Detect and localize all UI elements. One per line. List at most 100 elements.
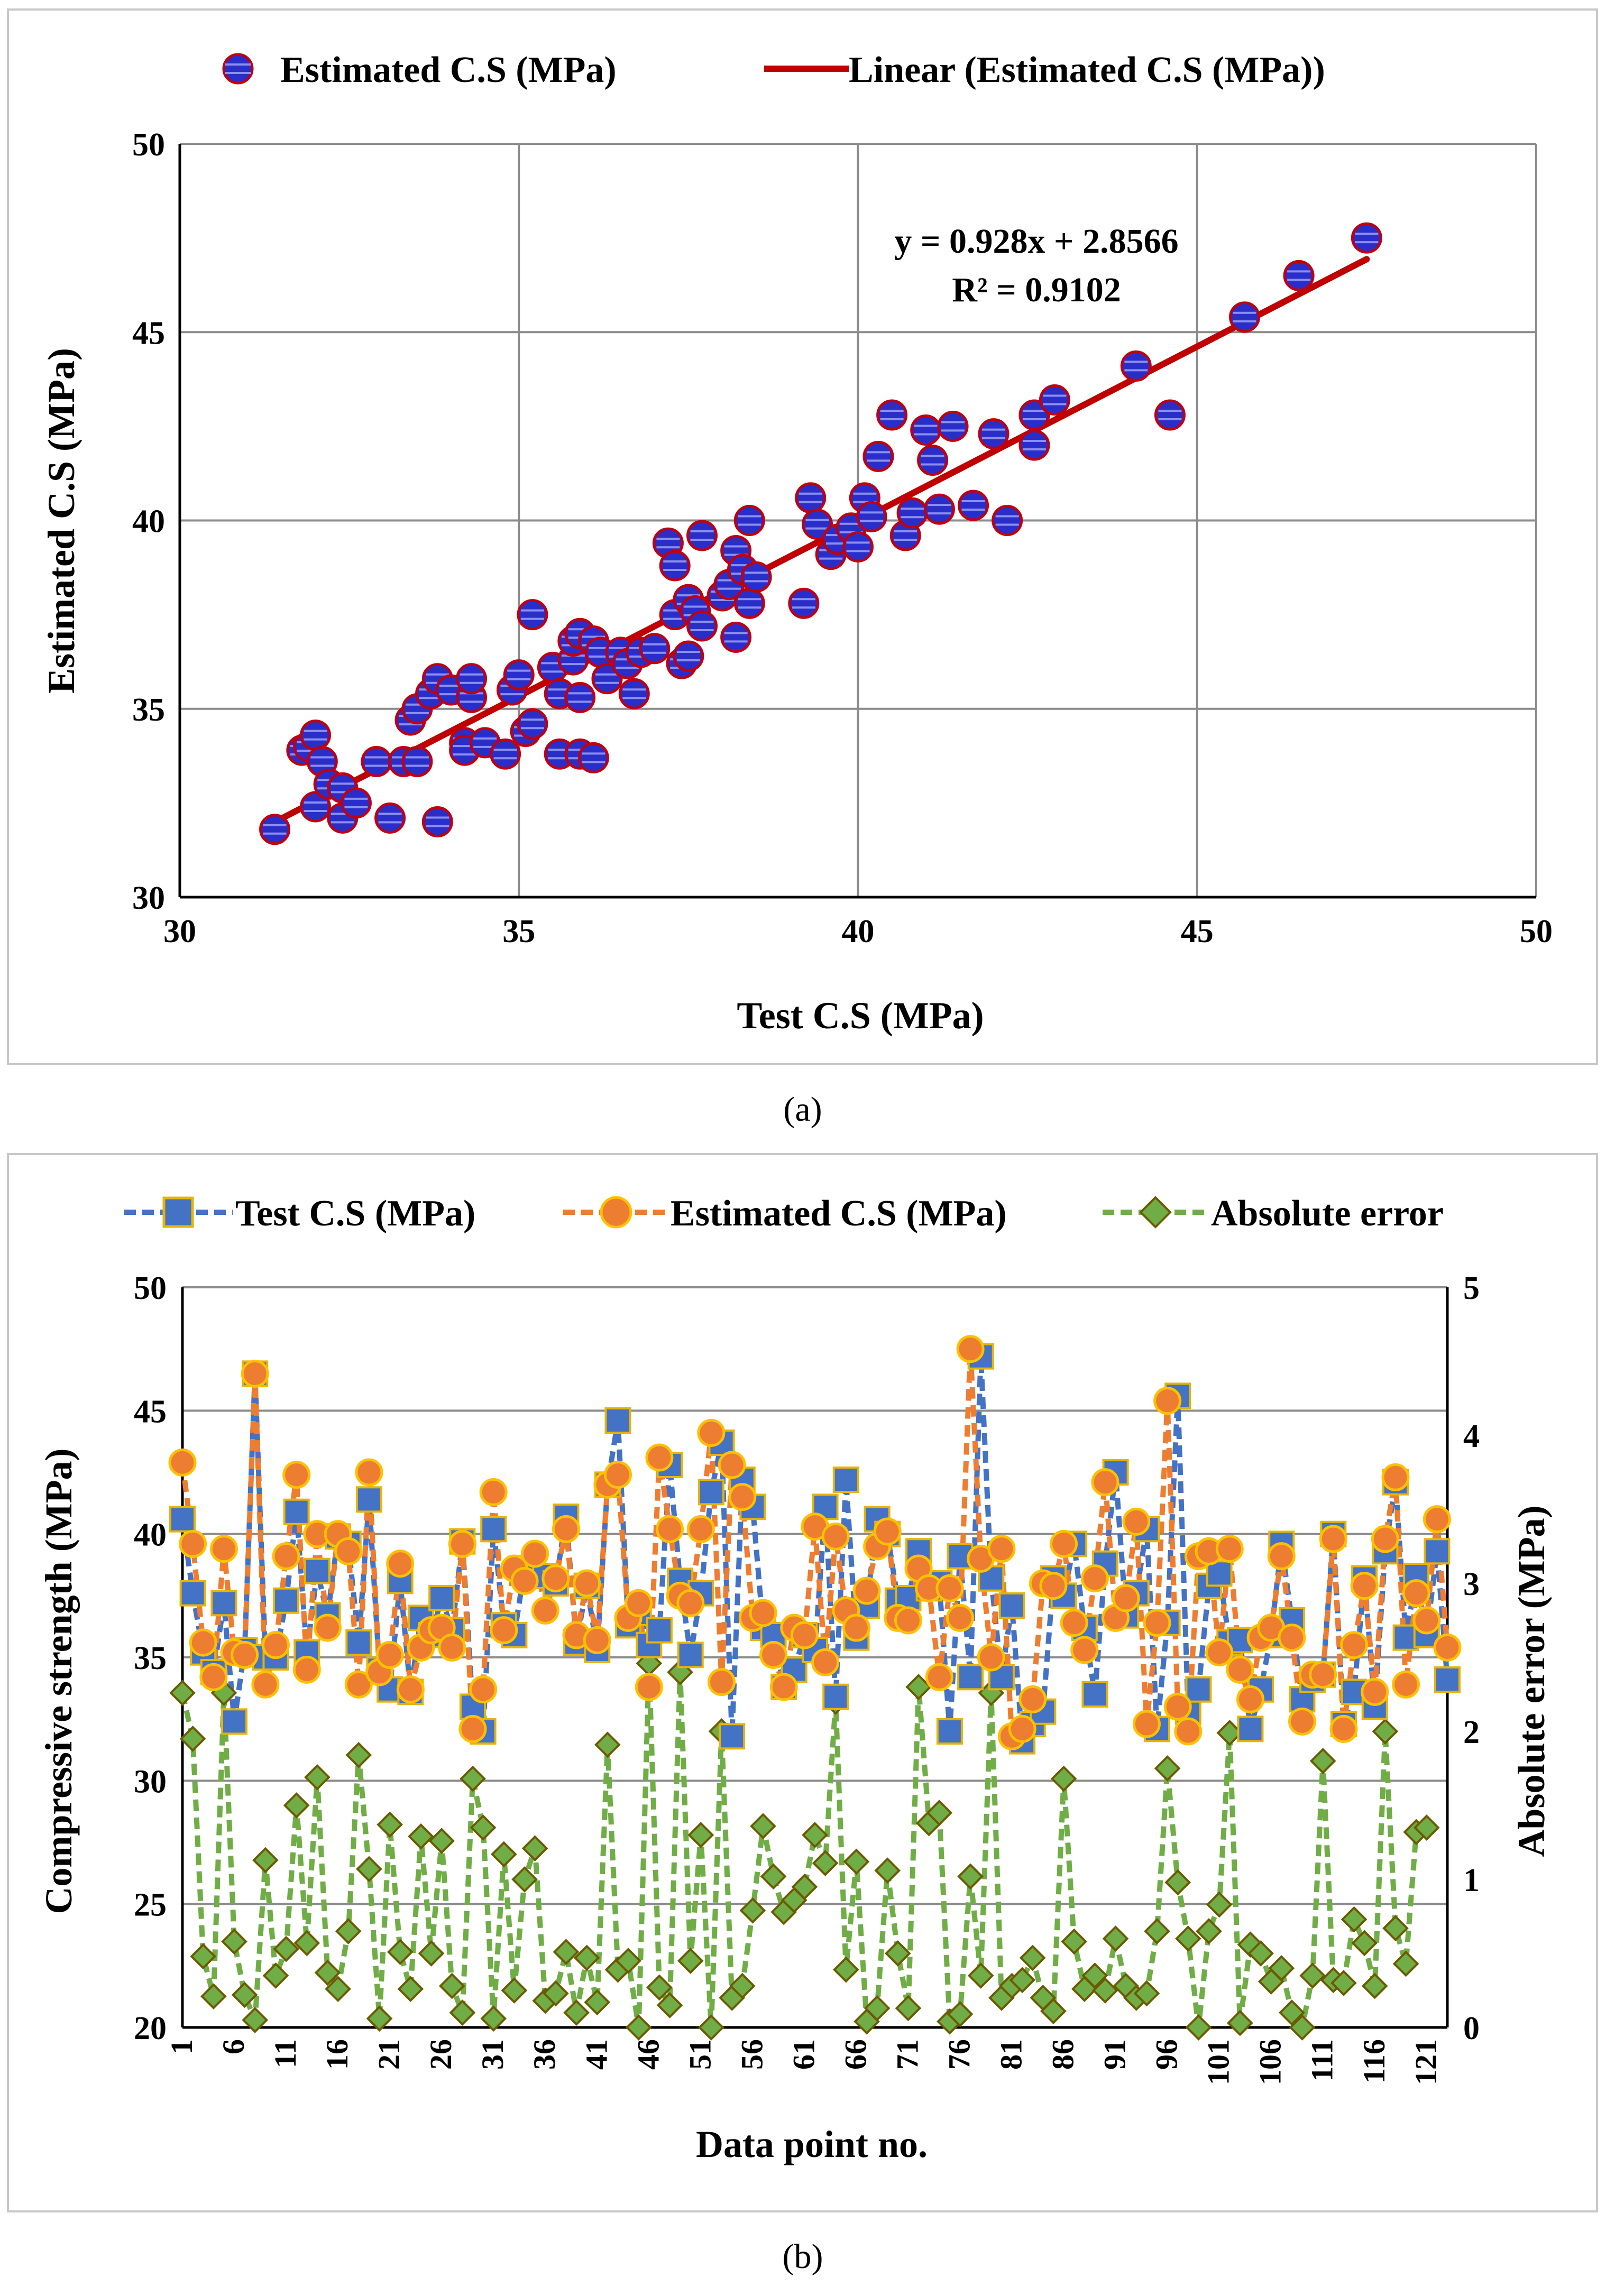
chart-b-error-point	[739, 1897, 766, 1924]
chart-a-point	[937, 410, 969, 442]
chart-a-trendline	[271, 256, 1370, 825]
caption-a: (a)	[783, 1090, 822, 1129]
chart-b-error-point	[729, 1972, 756, 1999]
chart-a-point	[733, 587, 765, 619]
chart-b-error-point	[501, 1977, 528, 2004]
chart-b-error-point	[1382, 1915, 1409, 1942]
chart-b-estimated-point	[873, 1517, 902, 1546]
chart-b-estimated-point	[1008, 1714, 1036, 1743]
chart-b-error-point	[843, 1848, 870, 1875]
chart-b-xtick-label: 91	[1098, 2039, 1132, 2070]
chart-a-point	[455, 663, 487, 695]
chart-b-estimated-point	[1080, 1564, 1109, 1593]
chart-b-xtick-label: 106	[1253, 2039, 1288, 2085]
chart-b-xtick-label: 66	[838, 2039, 873, 2070]
chart-b-error-point	[1196, 1918, 1222, 1944]
chart-a-point	[564, 681, 596, 713]
chart-a-legend: Estimated C.S (MPa) Linear (Estimated C.…	[222, 50, 1325, 90]
chart-b-error-point	[1185, 2014, 1212, 2041]
chart-b-estimated-point	[1070, 1636, 1099, 1664]
chart-b-error-point	[543, 1980, 569, 2007]
chart-a-point	[374, 802, 406, 834]
chart-b-estimated-point	[656, 1515, 684, 1543]
chart-b-estimated-point	[1412, 1606, 1441, 1635]
chart-b-error-point	[656, 1992, 683, 2018]
chart-b-estimated-point	[241, 1359, 269, 1388]
chart-b-error-point	[460, 1765, 486, 1792]
chart-b-error-point	[947, 2000, 974, 2027]
chart-b-estimated-point	[1132, 1710, 1161, 1738]
chart-b-estimated-point	[1091, 1468, 1119, 1497]
chart-b-error-point	[832, 1956, 859, 1983]
chart-a-point	[1120, 350, 1152, 382]
chart-b-estimated-point	[708, 1668, 736, 1696]
chart-b-estimated-point	[458, 1714, 487, 1743]
chart-b-estimated-point	[697, 1418, 726, 1447]
chart-b-error-point	[1309, 1748, 1336, 1774]
chart-b-test-point	[604, 1407, 631, 1434]
chart-b-error-point	[325, 1976, 351, 2003]
chart-b-error-point	[190, 1943, 217, 1970]
chart-b-xtick-label: 76	[942, 2039, 976, 2070]
chart-a-point	[733, 505, 765, 536]
chart-a-point	[862, 440, 894, 472]
chart-b-estimated-point	[1163, 1692, 1192, 1721]
chart-b-estimated-point	[261, 1631, 290, 1659]
chart-b-estimated-point	[852, 1576, 881, 1605]
chart-a-point	[300, 720, 331, 751]
chart-b-estimated-point	[448, 1529, 476, 1558]
legend-a-marker-estimated	[222, 53, 254, 85]
chart-b-error-point	[957, 1863, 984, 1890]
chart-b-estimated-point	[386, 1550, 415, 1578]
chart-b-error-point	[470, 1814, 497, 1841]
chart-b-xtick-label: 51	[683, 2039, 717, 2070]
chart-b-y2tick-label: 2	[1463, 1714, 1480, 1750]
chart-b-test-point	[1185, 1676, 1212, 1703]
chart-a-point	[639, 633, 671, 665]
chart-b-error-point	[221, 1928, 247, 1955]
chart-b-xtick-label: 121	[1409, 2039, 1443, 2085]
chart-b-estimated-point	[531, 1596, 559, 1625]
chart-a-ytick-label: 50	[132, 127, 165, 163]
chart-b-estimated-point	[1402, 1579, 1430, 1608]
chart-b-test-point	[179, 1580, 206, 1607]
chart-b-error-point	[1081, 1962, 1108, 1989]
chart-b-estimated-point	[521, 1539, 549, 1568]
chart-b-estimated-point	[1060, 1609, 1088, 1637]
chart-a-point	[876, 399, 908, 431]
chart-b-xtick-label: 31	[475, 2039, 510, 2070]
chart-a-point	[1154, 399, 1186, 431]
chart-a-point	[401, 746, 433, 777]
chart-b-estimated-point	[686, 1515, 715, 1543]
chart-a-point	[720, 621, 752, 653]
chart-b-xtick-label: 46	[631, 2039, 665, 2070]
chart-b-estimated-point	[956, 1335, 985, 1363]
chart-a-ytick-label: 45	[132, 315, 165, 351]
chart-b-error-point	[345, 1741, 372, 1768]
chart-b-test-point	[283, 1498, 310, 1525]
chart-b-error-point	[231, 1981, 258, 2008]
chart-b-estimated-point	[946, 1603, 974, 1632]
chart-a-point	[1283, 260, 1315, 291]
chart-b-error-point	[885, 1940, 911, 1967]
legend-b-error-label: Absolute error	[1211, 1193, 1444, 1234]
chart-b-estimated-point	[1122, 1507, 1151, 1536]
chart-b-estimated-point	[821, 1522, 850, 1551]
chart-b-error-point	[252, 1847, 279, 1874]
chart-b-error-point	[200, 1983, 227, 2010]
chart-b-estimated-point	[1329, 1714, 1358, 1743]
chart-b-xtick-label: 86	[1046, 2039, 1080, 2070]
chart-b-ytick-label: 30	[134, 1764, 167, 1800]
chart-b-error-point	[1102, 1925, 1129, 1952]
chart-b-error-point	[573, 1944, 600, 1971]
chart-b-error-point	[480, 2005, 507, 2032]
chart-b-error-point	[874, 1857, 901, 1884]
chart-b-error-point	[1289, 2014, 1316, 2041]
chart-b-error-point	[335, 1918, 362, 1944]
chart-b-error-point	[418, 1940, 445, 1967]
chart-b-estimated-point	[292, 1655, 321, 1684]
chart-b-estimated-point	[1039, 1572, 1068, 1600]
chart-b-test-point	[1237, 1716, 1264, 1742]
chart-b-estimated-point	[894, 1606, 922, 1635]
